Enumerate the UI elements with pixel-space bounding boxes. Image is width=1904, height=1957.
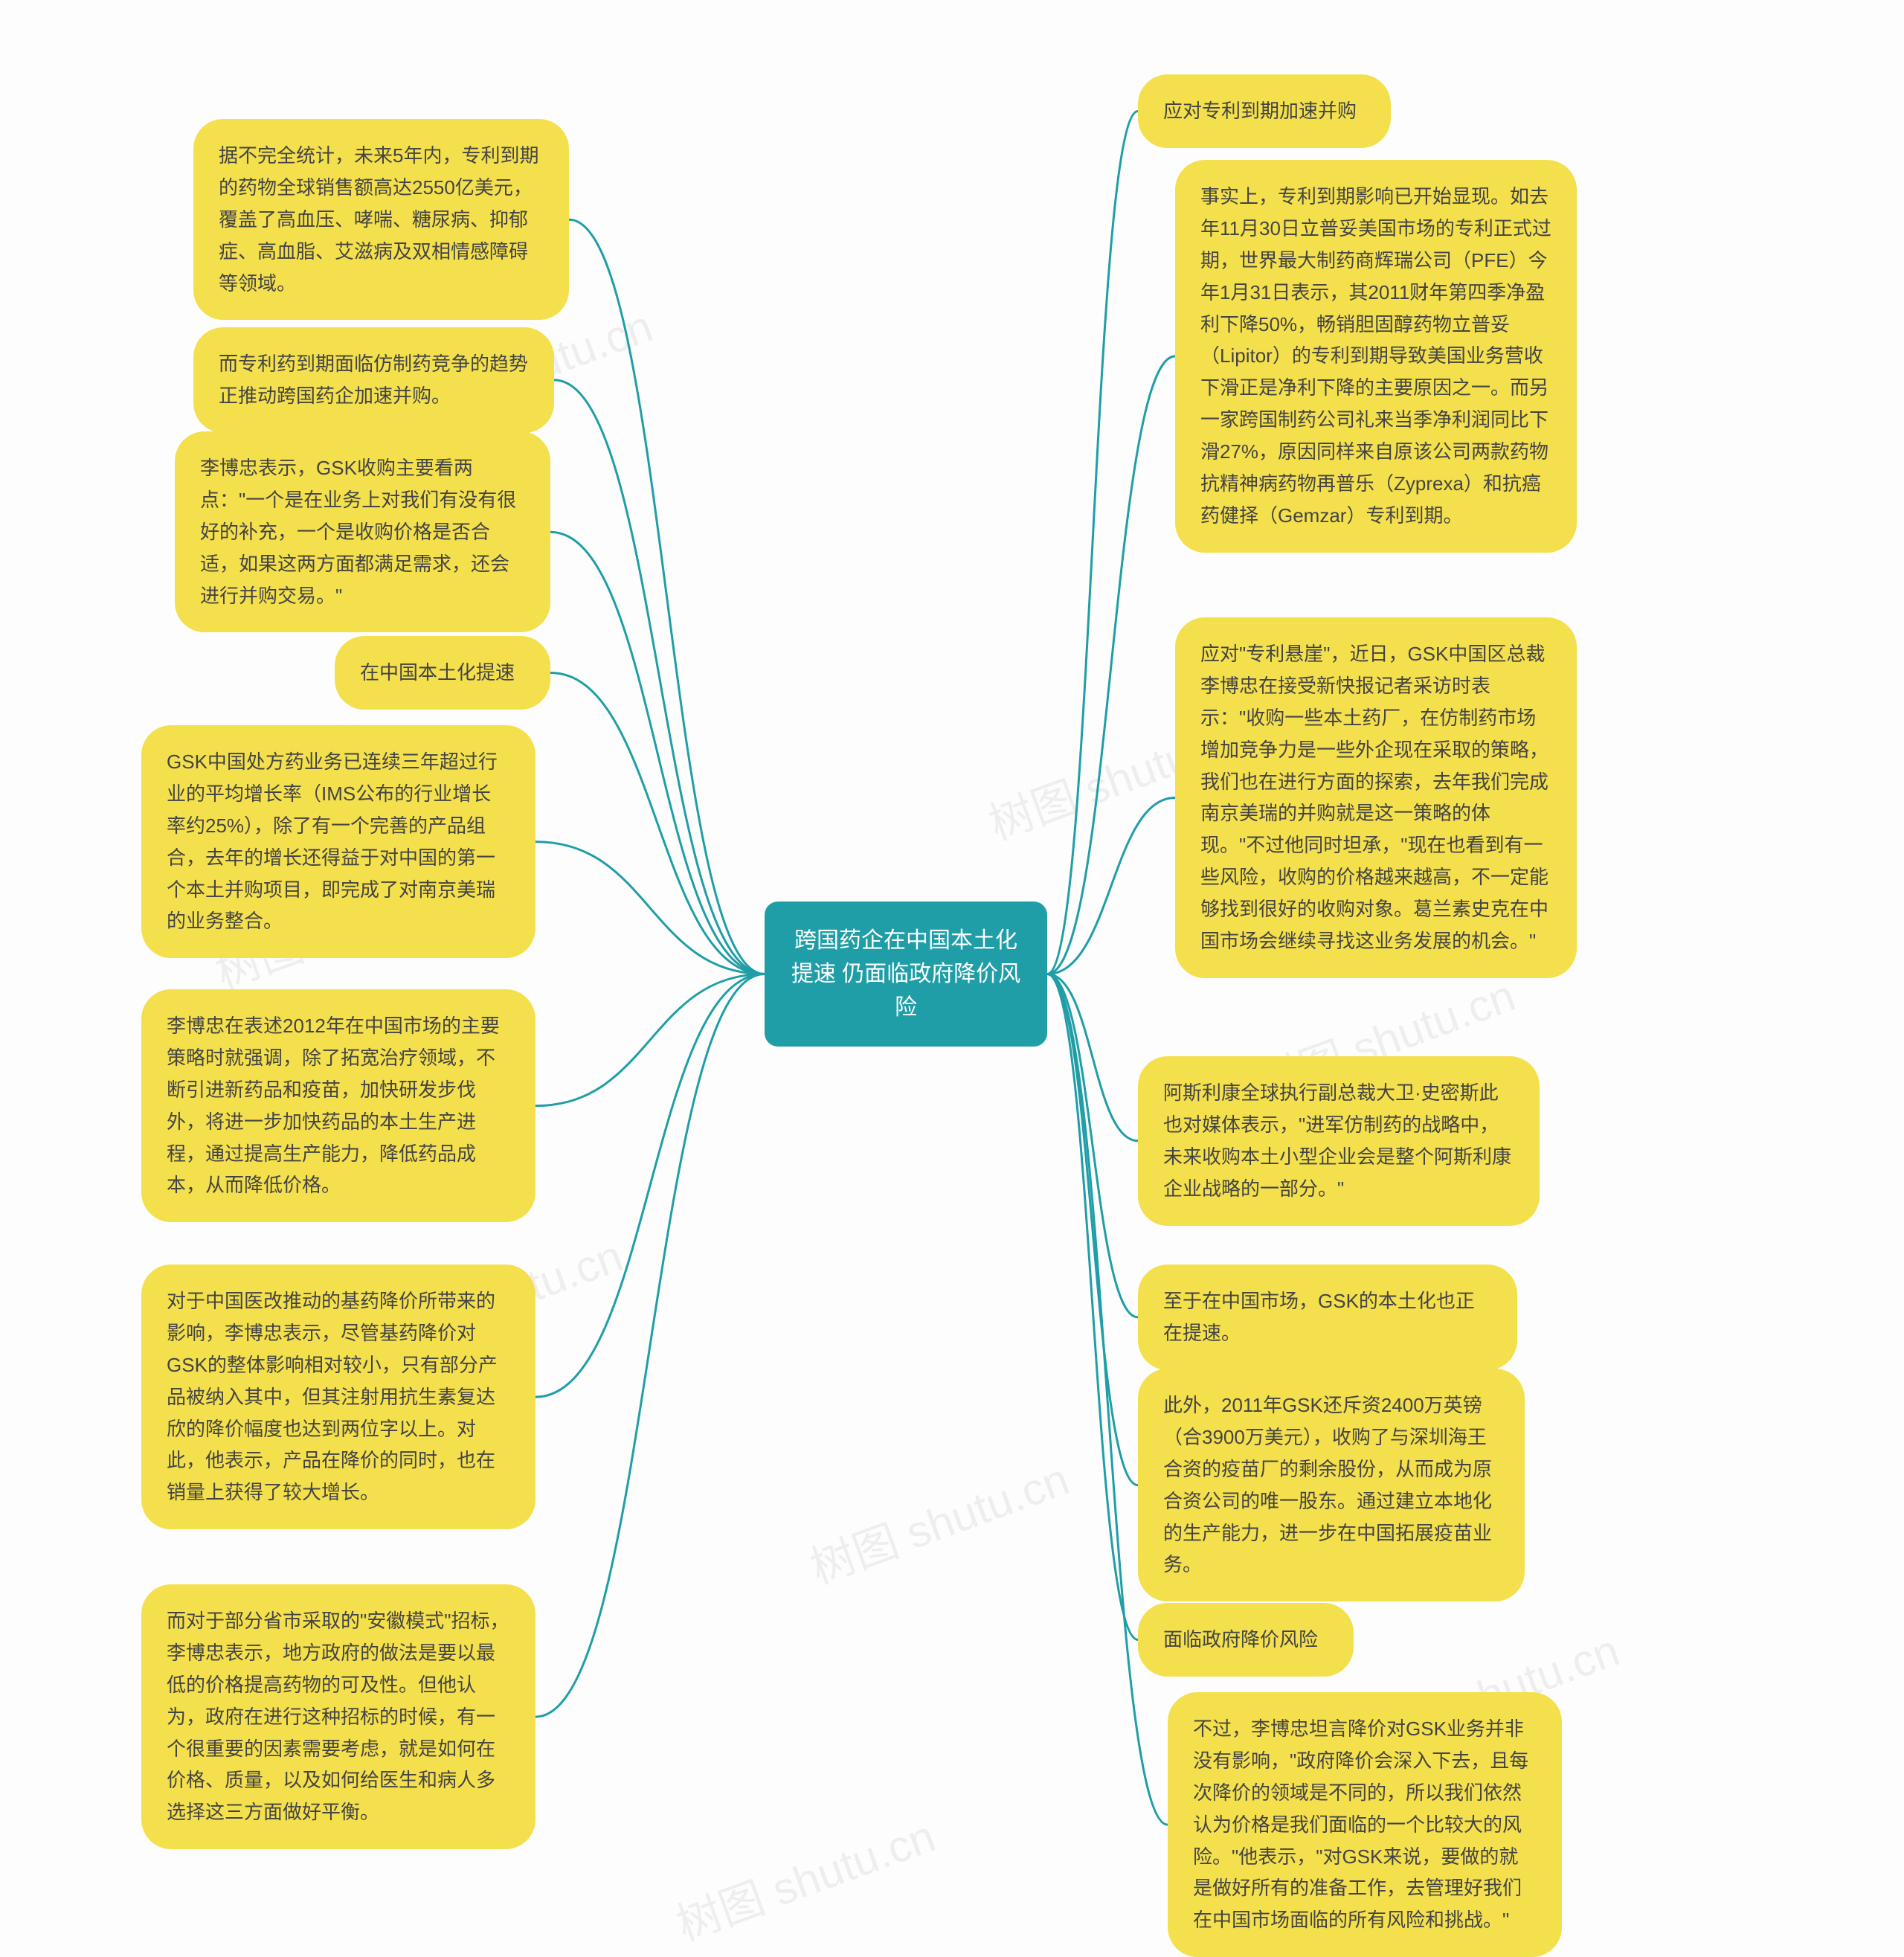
edge bbox=[536, 974, 765, 1106]
edge bbox=[1047, 356, 1175, 974]
edge bbox=[536, 974, 765, 1398]
mindmap-node-r4: 阿斯利康全球执行副总裁大卫·史密斯此也对媒体表示，"进军仿制药的战略中，未来收购… bbox=[1138, 1056, 1540, 1226]
mindmap-node-r5: 至于在中国市场，GSK的本土化也正在提速。 bbox=[1138, 1265, 1517, 1370]
edge bbox=[550, 532, 765, 974]
mindmap-node-l1: 据不完全统计，未来5年内，专利到期的药物全球销售额高达2550亿美元，覆盖了高血… bbox=[193, 119, 569, 320]
mindmap-node-r6: 此外，2011年GSK还斥资2400万英镑（合3900万美元），收购了与深圳海王… bbox=[1138, 1369, 1525, 1601]
edge bbox=[554, 380, 765, 974]
mindmap-node-l6: 李博忠在表述2012年在中国市场的主要策略时就强调，除了拓宽治疗领域，不断引进新… bbox=[141, 989, 536, 1222]
edge bbox=[550, 672, 765, 974]
edge bbox=[569, 219, 765, 974]
mindmap-node-r1: 应对专利到期加速并购 bbox=[1138, 74, 1391, 148]
mindmap-node-r3: 应对"专利悬崖"，近日，GSK中国区总裁李博忠在接受新快报记者采访时表示："收购… bbox=[1175, 617, 1577, 978]
mindmap-node-l2: 而专利药到期面临仿制药竞争的趋势正推动跨国药企加速并购。 bbox=[193, 327, 554, 433]
edge bbox=[1047, 974, 1138, 1141]
edge bbox=[1047, 974, 1138, 1485]
watermark: 树图 shutu.cn bbox=[666, 1800, 942, 1953]
mindmap-node-l3: 李博忠表示，GSK收购主要看两点："一个是在业务上对我们有没有很好的补充，一个是… bbox=[175, 431, 550, 632]
mindmap-node-r7: 面临政府降价风险 bbox=[1138, 1603, 1354, 1677]
mindmap-node-r8: 不过，李博忠坦言降价对GSK业务并非没有影响，"政府降价会深入下去，且每次降价的… bbox=[1168, 1692, 1562, 1957]
watermark: 树图 shutu.cn bbox=[800, 1443, 1076, 1596]
mindmap-node-l8: 而对于部分省市采取的"安徽模式"招标，李博忠表示，地方政府的做法是要以最低的价格… bbox=[141, 1584, 536, 1849]
edge bbox=[1047, 111, 1138, 974]
edge bbox=[1047, 974, 1138, 1317]
mindmap-node-l5: GSK中国处方药业务已连续三年超过行业的平均增长率（IMS公布的行业增长率约25… bbox=[141, 725, 536, 958]
edge bbox=[1047, 797, 1175, 974]
center-topic: 跨国药企在中国本土化提速 仍面临政府降价风险 bbox=[765, 902, 1047, 1047]
edge bbox=[536, 974, 765, 1717]
edge bbox=[536, 842, 765, 974]
edge bbox=[1047, 974, 1138, 1640]
mindmap-node-r2: 事实上，专利到期影响已开始显现。如去年11月30日立普妥美国市场的专利正式过期，… bbox=[1175, 160, 1577, 553]
mindmap-node-l7: 对于中国医改推动的基药降价所带来的影响，李博忠表示，尽管基药降价对GSK的整体影… bbox=[141, 1265, 536, 1529]
mindmap-node-l4: 在中国本土化提速 bbox=[335, 636, 550, 710]
